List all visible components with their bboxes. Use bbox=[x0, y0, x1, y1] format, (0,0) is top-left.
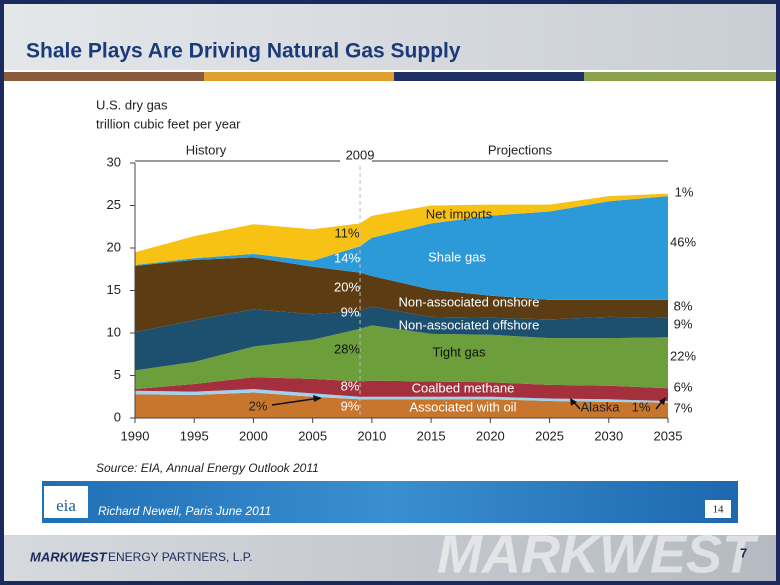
annotation: 11% bbox=[334, 225, 359, 240]
annotation: 20% bbox=[334, 279, 360, 294]
areas bbox=[135, 193, 668, 418]
arrowhead bbox=[659, 397, 666, 405]
area bbox=[135, 196, 668, 300]
projections-label: Projections bbox=[488, 142, 553, 157]
x-tick-label: 2000 bbox=[239, 428, 268, 443]
accent-bar bbox=[394, 72, 584, 81]
accent-bar bbox=[204, 72, 394, 81]
company-name: ENERGY PARTNERS, L.P. bbox=[108, 550, 253, 564]
slide-title: Shale Plays Are Driving Natural Gas Supp… bbox=[26, 40, 461, 63]
eia-logo-bg bbox=[44, 486, 88, 518]
watermark: MARKWEST bbox=[437, 524, 759, 584]
eia-logo: eia bbox=[56, 496, 76, 515]
company-name: MARKWEST bbox=[30, 549, 108, 564]
y-tick-label: 20 bbox=[107, 239, 121, 254]
x-tick-label: 1990 bbox=[121, 428, 150, 443]
x-tick-label: 1995 bbox=[180, 428, 209, 443]
area bbox=[135, 325, 668, 390]
annotation: 8% bbox=[341, 378, 360, 393]
annotation: 9% bbox=[341, 398, 360, 413]
history-label: History bbox=[186, 142, 227, 157]
y-tick-label: 30 bbox=[107, 154, 121, 169]
annotation: 1% bbox=[675, 184, 694, 199]
annotation: 6% bbox=[674, 379, 693, 394]
arrow bbox=[271, 397, 321, 406]
annotation: 8% bbox=[674, 298, 693, 313]
annotation: 2% bbox=[249, 398, 268, 413]
series-label: Non-associated onshore bbox=[399, 294, 540, 309]
series-label: Net imports bbox=[426, 206, 493, 221]
chart: U.S. dry gas trillion cubic feet per yea… bbox=[96, 97, 696, 443]
area bbox=[135, 306, 668, 371]
y-tick-label: 25 bbox=[107, 197, 121, 212]
annotation: 9% bbox=[674, 316, 693, 331]
banner-text: Richard Newell, Paris June 2011 bbox=[98, 504, 271, 518]
area bbox=[135, 392, 668, 418]
y-axis-label: U.S. dry gas bbox=[96, 97, 168, 112]
annotation: 46% bbox=[670, 234, 696, 249]
x-tick-label: 2030 bbox=[594, 428, 623, 443]
series-label: Non-associated offshore bbox=[399, 317, 540, 332]
series-label: Shale gas bbox=[428, 249, 486, 264]
y-tick-label: 5 bbox=[114, 367, 121, 382]
x-tick-label: 2035 bbox=[654, 428, 683, 443]
divider-label: 2009 bbox=[346, 147, 375, 162]
annotation: 1% bbox=[632, 399, 651, 414]
annotation: 22% bbox=[670, 348, 696, 363]
y-tick-label: 0 bbox=[114, 409, 121, 424]
x-tick-label: 2005 bbox=[298, 428, 327, 443]
x-tick-label: 2025 bbox=[535, 428, 564, 443]
footer-bg bbox=[4, 535, 776, 581]
area bbox=[135, 389, 668, 403]
annotation: 7% bbox=[674, 400, 693, 415]
series-label: Associated with oil bbox=[410, 399, 517, 414]
area bbox=[135, 257, 668, 333]
header-bg bbox=[4, 4, 776, 70]
annotation: 9% bbox=[341, 304, 360, 319]
arrowhead bbox=[313, 395, 322, 402]
series-label: Coalbed methane bbox=[412, 380, 515, 395]
series-label: Alaska bbox=[580, 399, 620, 414]
y-tick-label: 15 bbox=[107, 282, 121, 297]
x-tick-label: 2020 bbox=[476, 428, 505, 443]
y-axis-label: trillion cubic feet per year bbox=[96, 116, 241, 131]
series-label: Tight gas bbox=[433, 344, 486, 359]
source: Source: EIA, Annual Energy Outlook 2011 bbox=[96, 461, 319, 475]
accent-bar bbox=[4, 72, 204, 81]
x-tick-label: 2010 bbox=[357, 428, 386, 443]
annotation: 28% bbox=[334, 341, 360, 356]
banner bbox=[42, 481, 738, 523]
x-tick-label: 2015 bbox=[417, 428, 446, 443]
page-number: 7 bbox=[740, 545, 747, 560]
banner-page: 14 bbox=[713, 504, 725, 516]
area bbox=[135, 193, 668, 265]
area bbox=[135, 377, 668, 401]
annotation: 14% bbox=[334, 250, 360, 265]
banner-page-bg bbox=[705, 500, 731, 518]
accent-bar bbox=[584, 72, 776, 81]
arrowhead bbox=[570, 398, 577, 406]
y-tick-label: 10 bbox=[107, 324, 121, 339]
